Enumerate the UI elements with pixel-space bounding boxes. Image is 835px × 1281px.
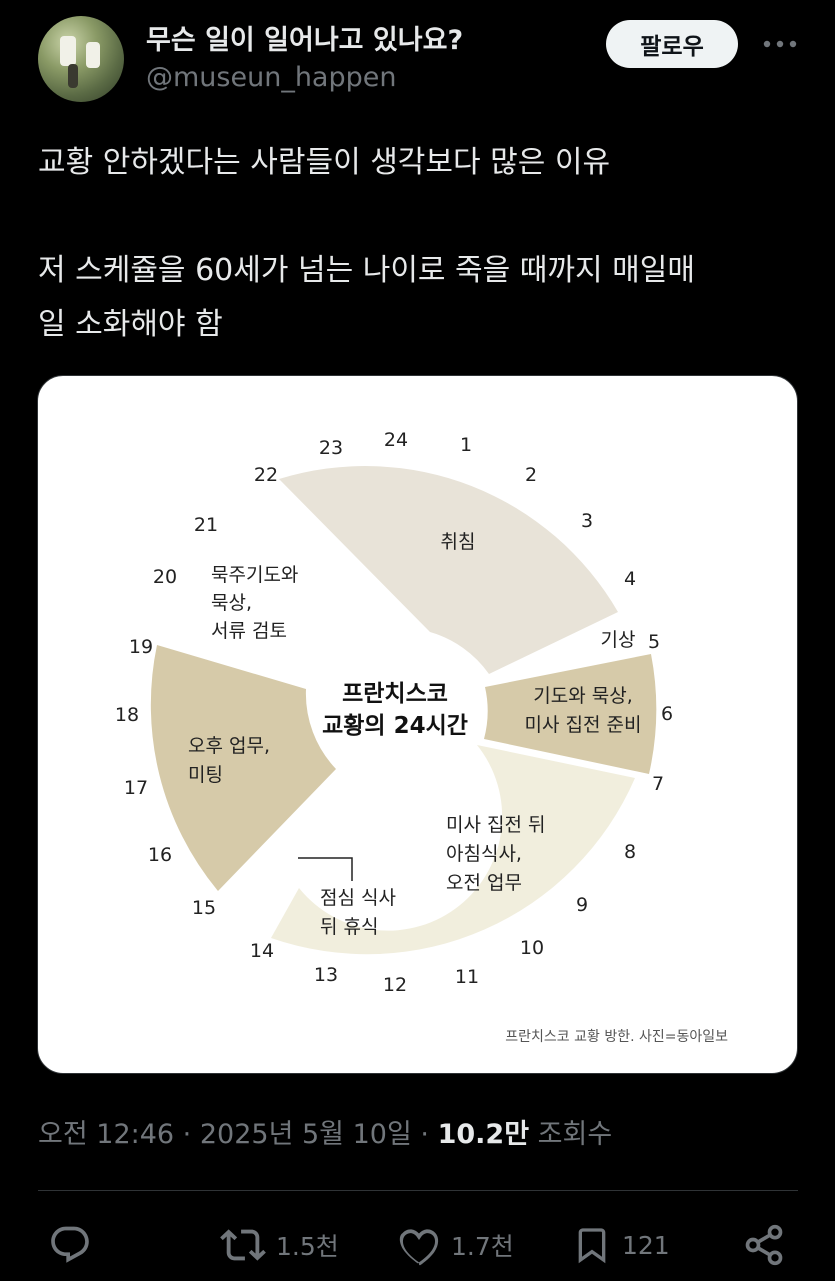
views-count: 10.2만	[437, 1119, 530, 1150]
hour-label: 22	[254, 464, 278, 486]
hour-label: 21	[194, 514, 218, 536]
author-display-name[interactable]: 무슨 일이 일어나고 있나요?	[146, 25, 464, 56]
segment-label-afternoon: 미팅	[188, 764, 223, 786]
reply-button[interactable]	[48, 1220, 92, 1270]
hour-label: 11	[455, 966, 479, 988]
segment-label-afternoon: 오후 업무,	[188, 735, 270, 757]
hour-label: 5	[648, 631, 660, 653]
hour-label: 18	[115, 704, 139, 726]
hour-label: 14	[250, 940, 274, 962]
hour-label: 1	[460, 434, 472, 456]
retweet-count: 1.5천	[276, 1232, 339, 1261]
reply-icon	[51, 1226, 89, 1263]
meta-separator: ·	[420, 1119, 429, 1150]
clock-chart: 24 1 2 3 4 5 6 7 8 9 10 11 12 13 14 15 1…	[115, 429, 728, 1045]
tweet-text: 교황 안하겠다는 사람들이 생각보다 많은 이유 저 스케쥴을 60세가 넘는 …	[38, 136, 808, 352]
segment-label-wake: 기상	[601, 629, 636, 651]
hour-label: 7	[652, 773, 664, 795]
bookmark-icon	[578, 1228, 606, 1264]
meta-separator: ·	[182, 1119, 192, 1150]
retweet-button[interactable]: 1.5천	[220, 1220, 339, 1270]
divider	[38, 1190, 798, 1191]
segment-label-lunch: 점심 식사	[320, 887, 396, 909]
hour-label: 17	[124, 777, 148, 799]
segment-afternoon-work	[150, 645, 336, 891]
hour-label: 2	[525, 464, 537, 486]
follow-button[interactable]: 팔로우	[606, 20, 738, 68]
tweet-image[interactable]: 24 1 2 3 4 5 6 7 8 9 10 11 12 13 14 15 1…	[37, 375, 798, 1074]
chart-center-title: 프란치스코	[342, 681, 448, 707]
segment-label-morning: 오전 업무	[446, 872, 522, 894]
hour-label: 23	[319, 437, 343, 459]
hour-label: 12	[383, 974, 407, 996]
segment-label-evening: 서류 검토	[211, 620, 287, 642]
segment-label-evening: 묵상,	[211, 592, 252, 614]
hour-label: 20	[153, 566, 177, 588]
like-button[interactable]: 1.7천	[397, 1220, 514, 1270]
more-options-icon[interactable]	[760, 24, 800, 64]
segment-sleep	[279, 466, 618, 674]
share-button[interactable]	[742, 1220, 786, 1270]
image-credit: 프란치스코 교황 방한. 사진=동아일보	[505, 1029, 728, 1045]
hour-label: 6	[661, 703, 673, 725]
views-label: 조회수	[537, 1119, 613, 1150]
hour-label: 3	[581, 510, 593, 532]
tweet-time[interactable]: 오전 12:46	[38, 1119, 175, 1150]
tweet-line-3: 일 소화해야 함	[38, 307, 223, 342]
bookmark-button[interactable]: 121	[572, 1220, 670, 1270]
heart-icon	[399, 1229, 439, 1266]
hour-label: 8	[624, 841, 636, 863]
tweet-line-2: 저 스케쥴을 60세가 넘는 나이로 죽을 때까지 매일매	[38, 253, 695, 288]
hour-label: 15	[192, 897, 216, 919]
segment-morning-work	[271, 745, 635, 955]
bookmark-count: 121	[622, 1230, 670, 1260]
chart-center-title: 교황의 24시간	[322, 713, 468, 739]
leader-line	[298, 857, 353, 881]
share-icon	[745, 1224, 783, 1266]
hour-label: 19	[129, 636, 153, 658]
segment-prayer-morning	[484, 654, 657, 774]
like-count: 1.7천	[451, 1232, 514, 1261]
segment-label-prayer: 기도와 묵상,	[533, 685, 632, 707]
hour-label: 4	[624, 568, 636, 590]
segment-label-morning: 아침식사,	[446, 843, 522, 865]
hour-label: 24	[384, 429, 408, 451]
segment-label-sleep: 취침	[441, 531, 476, 553]
segment-label-evening: 묵주기도와	[211, 564, 298, 586]
retweet-icon	[220, 1229, 266, 1261]
segment-label-lunch: 뒤 휴식	[320, 916, 378, 938]
tweet-meta: 오전 12:46 · 2025년 5월 10일 · 10.2만 조회수	[38, 1112, 612, 1151]
segment-label-morning: 미사 집전 뒤	[446, 814, 545, 836]
hour-label: 10	[520, 937, 544, 959]
author-handle[interactable]: @museun_happen	[146, 62, 397, 93]
hour-label: 13	[314, 964, 338, 986]
hour-label: 9	[576, 894, 588, 916]
avatar[interactable]	[38, 16, 124, 102]
tweet-line-1: 교황 안하겠다는 사람들이 생각보다 많은 이유	[38, 145, 611, 180]
hour-label: 16	[148, 844, 172, 866]
segment-label-prayer: 미사 집전 준비	[525, 714, 642, 736]
tweet-date[interactable]: 2025년 5월 10일	[199, 1119, 412, 1150]
